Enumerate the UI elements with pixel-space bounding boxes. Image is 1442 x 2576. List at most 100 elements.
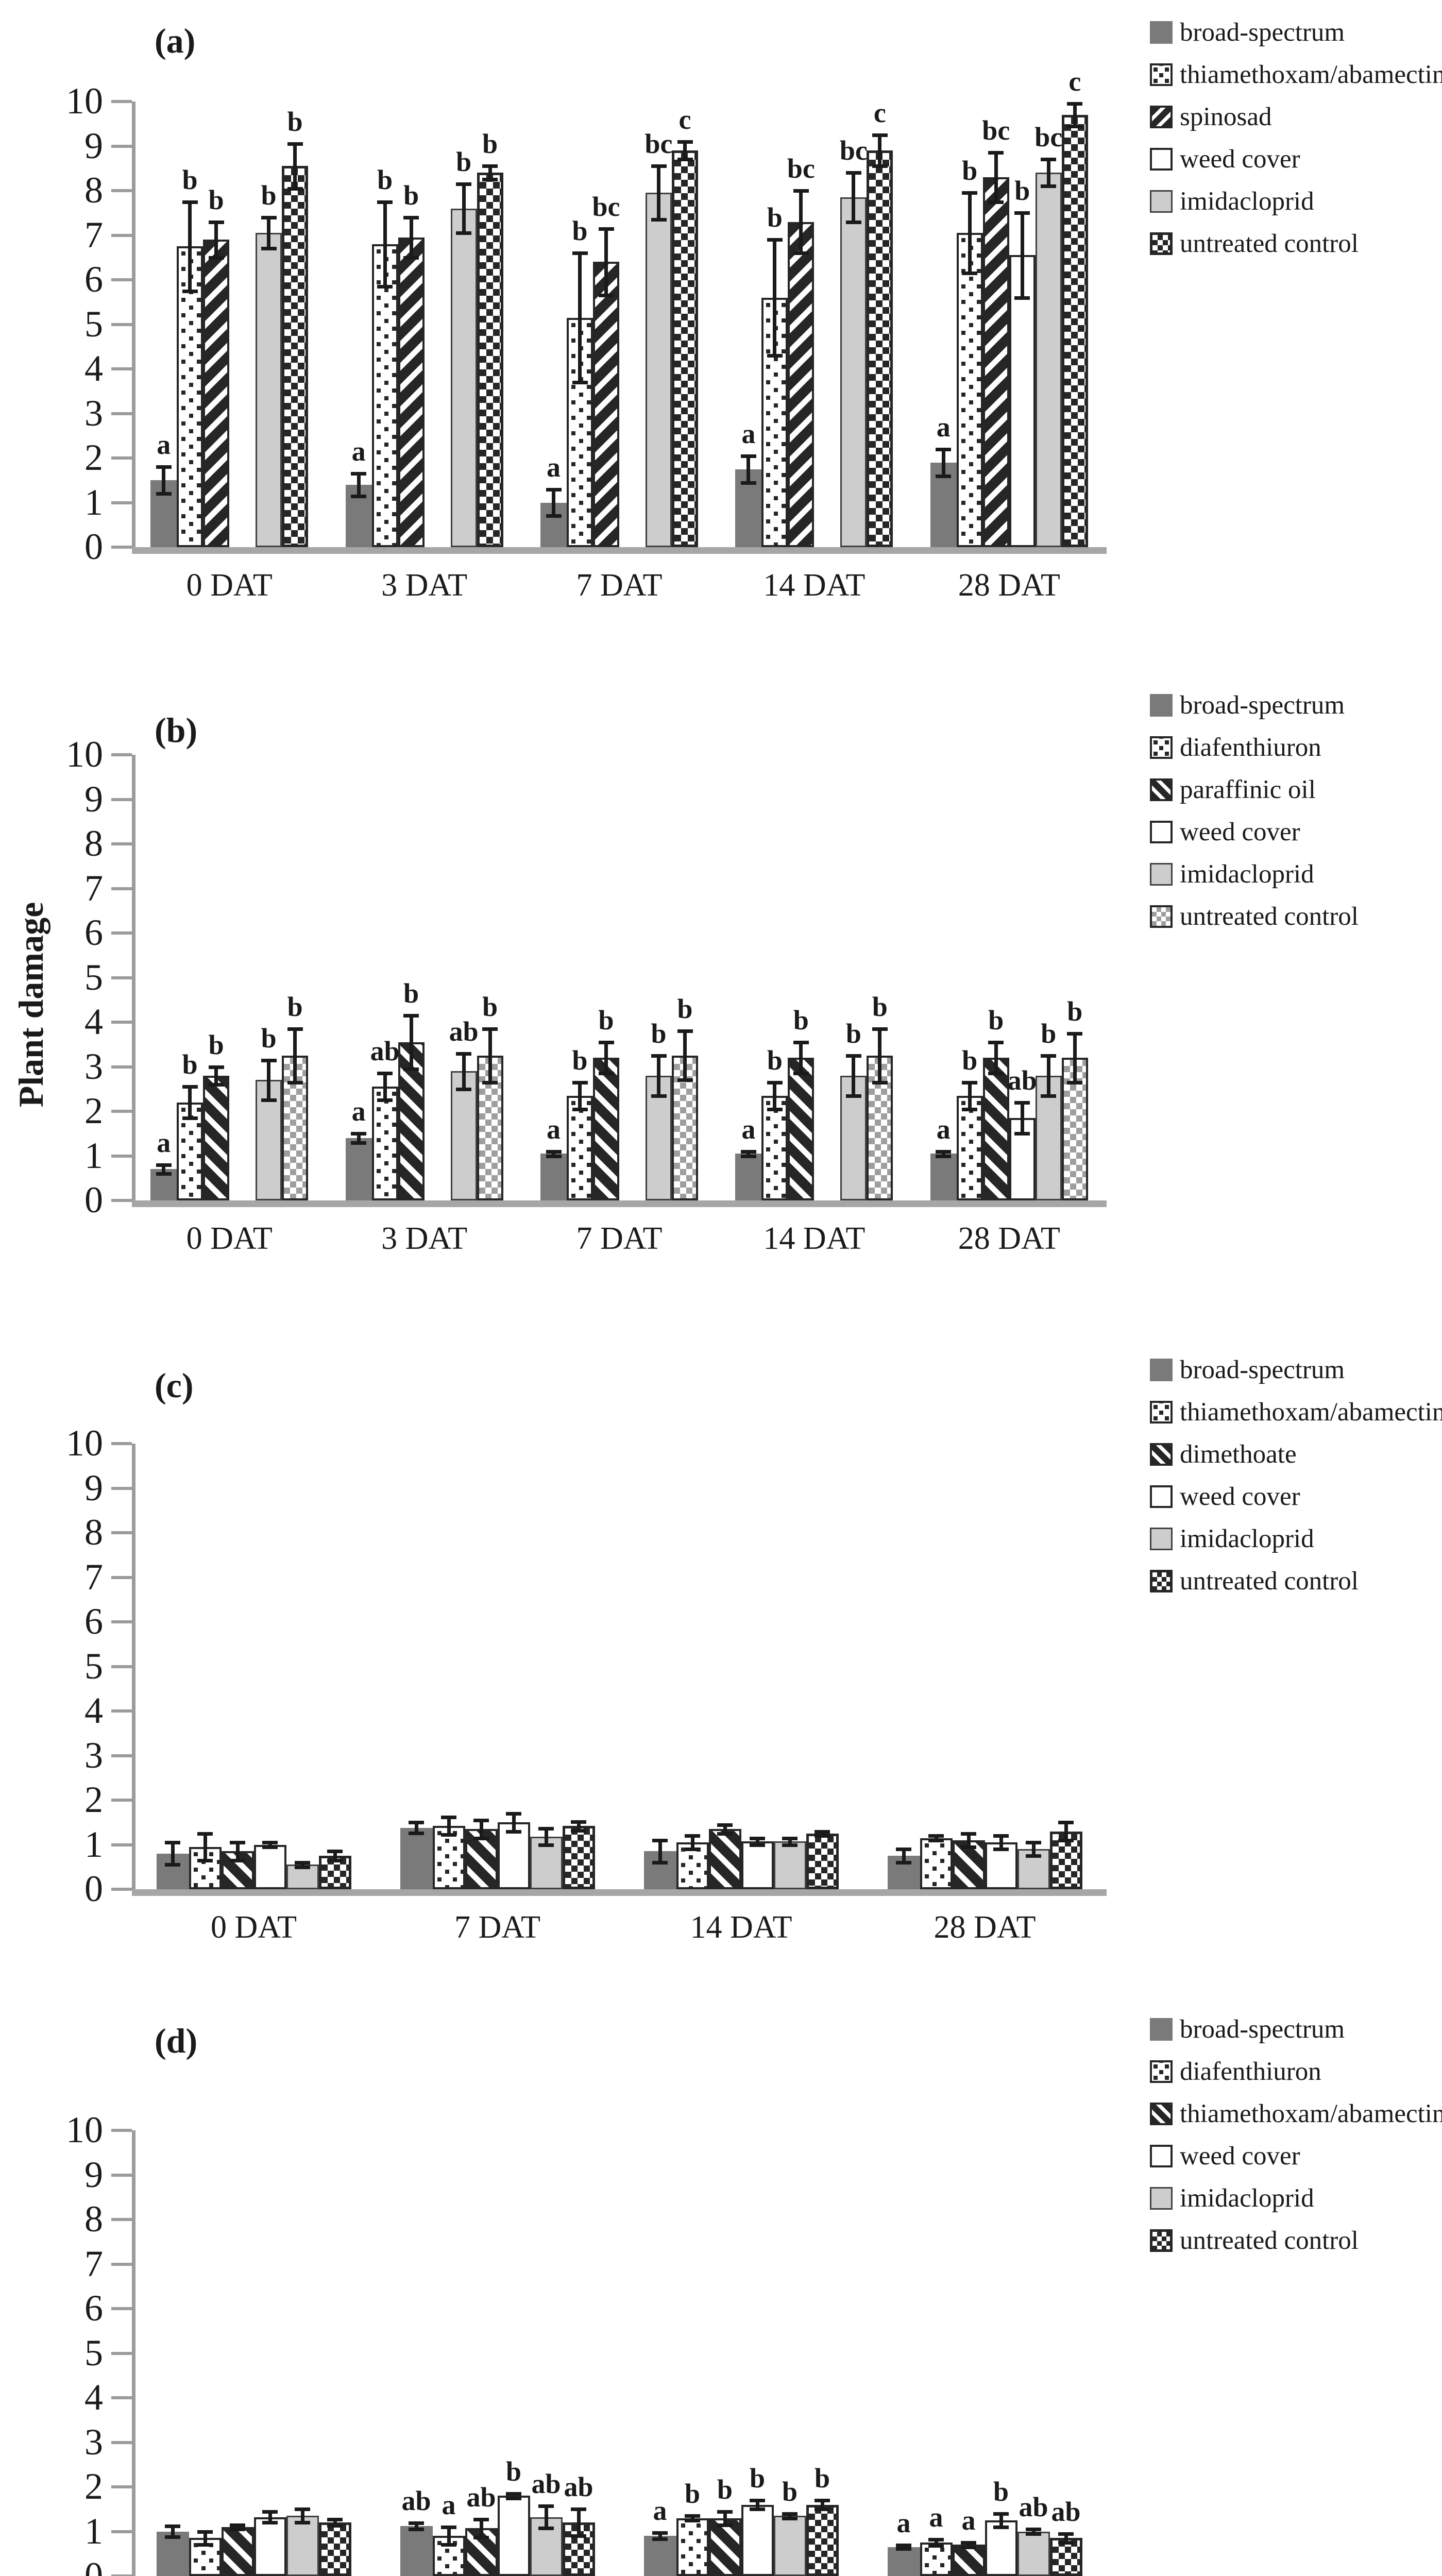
y-tick bbox=[111, 189, 132, 192]
significance-letter: a bbox=[936, 411, 951, 443]
significance-letter: c bbox=[873, 97, 886, 128]
legend-swatch-lightgray-icon bbox=[1150, 863, 1173, 886]
significance-letter: bc bbox=[592, 191, 620, 222]
legend-label: broad-spectrum bbox=[1180, 2015, 1345, 2044]
y-tick-label: 6 bbox=[84, 1601, 103, 1642]
y-tick-label: 4 bbox=[84, 348, 103, 389]
error-bar-stem bbox=[657, 1055, 660, 1096]
y-tick-label: 0 bbox=[84, 1179, 103, 1221]
error-bar-cap-top bbox=[165, 1841, 180, 1845]
significance-letter: b bbox=[749, 2462, 766, 2494]
significance-letter: b bbox=[962, 155, 978, 187]
error-bar-stem bbox=[773, 240, 777, 356]
error-bar-stem bbox=[383, 1073, 387, 1100]
error-bar-stem bbox=[333, 2519, 337, 2526]
y-tick bbox=[111, 1665, 132, 1668]
error-bar-cap-bottom bbox=[815, 2507, 830, 2512]
error-bar-cap-bottom bbox=[482, 178, 498, 182]
error-bar-cap-bottom bbox=[962, 272, 978, 276]
y-tick bbox=[111, 1531, 132, 1534]
error-bar-cap-bottom bbox=[782, 1843, 798, 1847]
error-bar-cap-top bbox=[261, 1058, 277, 1062]
error-bar-stem bbox=[1046, 159, 1050, 187]
error-bar-cap-bottom bbox=[409, 2528, 424, 2532]
error-bar-stem bbox=[512, 2493, 516, 2498]
error-bar-cap-top bbox=[295, 1861, 310, 1865]
error-bar-stem bbox=[479, 1820, 483, 1838]
error-bar-cap-bottom bbox=[182, 1116, 198, 1120]
error-bar-cap-top bbox=[652, 1838, 668, 1842]
legend-label: untreated control bbox=[1180, 229, 1359, 258]
y-tick-label: 0 bbox=[84, 526, 103, 567]
error-bar-cap-bottom bbox=[1058, 1838, 1074, 1842]
error-bar-stem bbox=[878, 134, 882, 166]
y-tick-label: 9 bbox=[84, 778, 103, 820]
significance-letter: ab bbox=[449, 1015, 479, 1047]
legend-swatch-check-gray-icon bbox=[1150, 905, 1173, 928]
legend-label: imidacloprid bbox=[1180, 1524, 1314, 1553]
error-bar-cap-bottom bbox=[441, 1833, 456, 1837]
legend-label: broad-spectrum bbox=[1180, 691, 1345, 720]
error-bar-stem bbox=[462, 184, 466, 233]
legend-item: untreated control bbox=[1150, 223, 1438, 265]
legend-label: untreated control bbox=[1180, 2226, 1359, 2255]
error-bar-cap-top bbox=[351, 472, 367, 476]
y-tick-label: 5 bbox=[84, 2332, 103, 2374]
significance-letter: c bbox=[678, 104, 691, 135]
error-bar-stem bbox=[604, 228, 608, 296]
error-bar-stem bbox=[293, 144, 297, 189]
significance-letter: ab bbox=[564, 2471, 593, 2503]
error-bar-cap-top bbox=[782, 1837, 798, 1841]
y-tick-label: 9 bbox=[84, 125, 103, 166]
x-category-label: 0 DAT bbox=[186, 568, 273, 603]
error-bar-cap-top bbox=[936, 447, 952, 451]
error-bar-cap-bottom bbox=[473, 1836, 489, 1840]
y-tick bbox=[111, 753, 132, 756]
legend-swatch-stripe-down-icon bbox=[1150, 1443, 1173, 1466]
legend-label: weed cover bbox=[1180, 145, 1300, 174]
error-bar-cap-bottom bbox=[287, 1080, 303, 1084]
legend-item: broad-spectrum bbox=[1150, 11, 1438, 54]
error-bar-cap-bottom bbox=[327, 2524, 343, 2528]
error-bar-cap-bottom bbox=[197, 1858, 213, 1862]
error-bar-cap-top bbox=[230, 1841, 245, 1845]
error-bar-stem bbox=[409, 1015, 413, 1069]
error-bar-cap-bottom bbox=[377, 284, 393, 289]
error-bar-cap-top bbox=[262, 1841, 278, 1845]
x-category-label: 7 DAT bbox=[576, 1221, 663, 1256]
legend-swatch-white-icon bbox=[1150, 2145, 1173, 2167]
error-bar-stem bbox=[578, 253, 582, 382]
error-bar-cap-top bbox=[793, 1040, 809, 1044]
error-bar-stem bbox=[414, 2523, 418, 2530]
significance-letter: b bbox=[261, 179, 277, 211]
legend-label: dimethoate bbox=[1180, 1440, 1297, 1469]
legend-swatch-stripe-up-icon bbox=[1150, 106, 1173, 128]
x-baseline bbox=[132, 1200, 1107, 1207]
bar bbox=[676, 1842, 709, 1889]
significance-letter: b bbox=[993, 2476, 1009, 2507]
error-bar-cap-bottom bbox=[793, 1072, 809, 1076]
y-tick-label: 6 bbox=[84, 912, 103, 953]
error-bar-cap-top bbox=[230, 2523, 245, 2527]
bar bbox=[930, 1154, 957, 1200]
significance-letter: b bbox=[403, 179, 419, 211]
bar bbox=[773, 1841, 806, 1889]
error-bar-stem bbox=[1020, 1102, 1024, 1134]
error-bar-stem bbox=[409, 217, 413, 258]
error-bar-stem bbox=[383, 201, 387, 286]
significance-letter: b bbox=[962, 1044, 978, 1076]
bar bbox=[982, 177, 1009, 547]
error-bar-cap-top bbox=[456, 182, 472, 187]
error-bar-cap-bottom bbox=[685, 1848, 700, 1852]
error-bar-cap-bottom bbox=[750, 2507, 765, 2512]
error-bar-cap-bottom bbox=[208, 1083, 224, 1087]
significance-letter: a bbox=[351, 436, 366, 467]
panel-letter: (b) bbox=[155, 710, 198, 750]
error-bar-cap-top bbox=[506, 2492, 521, 2496]
error-bar-cap-top bbox=[845, 1054, 861, 1058]
error-bar-cap-bottom bbox=[409, 1832, 424, 1835]
error-bar-stem bbox=[357, 473, 361, 496]
error-bar-cap-top bbox=[409, 2521, 424, 2526]
error-bar-stem bbox=[552, 489, 555, 516]
